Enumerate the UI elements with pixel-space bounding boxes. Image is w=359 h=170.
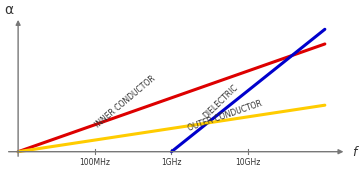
Text: 100MHz: 100MHz (79, 158, 110, 167)
Text: 10GHz: 10GHz (236, 158, 261, 167)
Text: INNER CONDUCTOR: INNER CONDUCTOR (94, 74, 158, 130)
Text: DIELECTRIC: DIELECTRIC (201, 83, 240, 121)
Text: OUTER CONDUCTOR: OUTER CONDUCTOR (187, 99, 264, 133)
Text: 1GHz: 1GHz (161, 158, 182, 167)
Text: f: f (353, 146, 357, 159)
Text: α: α (4, 3, 14, 17)
